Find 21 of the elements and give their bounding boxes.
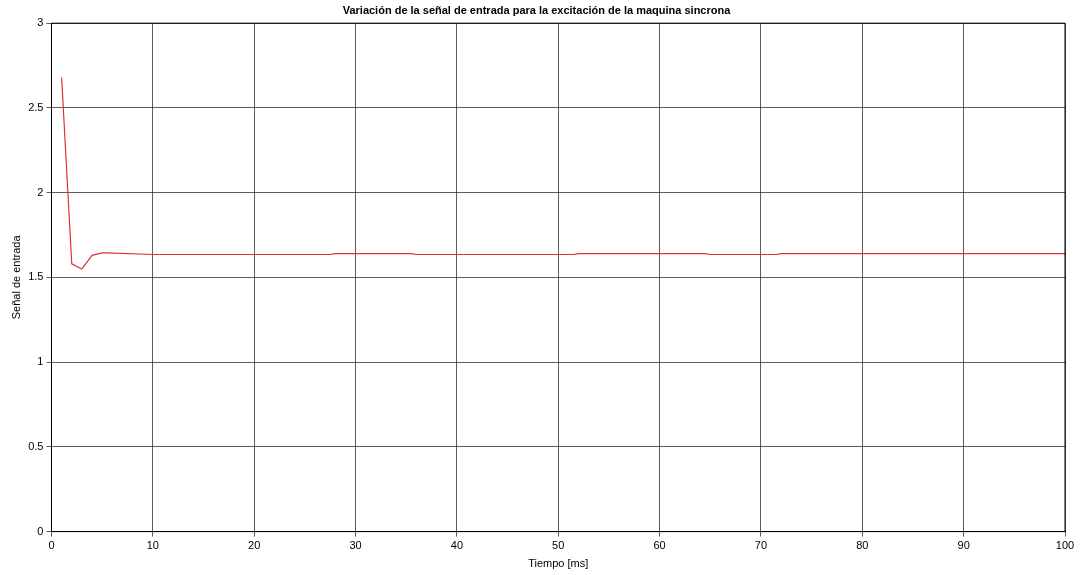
y-axis-title: Señal de entrada: [9, 234, 22, 320]
chart-title: Variación de la señal de entrada para la excitación de la maquina sincrona: [342, 3, 732, 16]
x-tick-label: 70: [754, 539, 768, 552]
x-tick-label: 40: [450, 539, 464, 552]
x-tick-label: 30: [349, 539, 362, 552]
y-tick-label: 0: [37, 524, 44, 537]
y-tick-label: 1.5: [28, 270, 44, 283]
y-tick-label: 0.5: [28, 439, 44, 452]
x-tick-label: 90: [957, 539, 970, 552]
y-tick-label: 1: [37, 355, 44, 368]
y-tick-label: 2: [37, 185, 44, 198]
x-tick-label: 20: [248, 539, 261, 552]
y-tick-label: 3: [37, 16, 44, 29]
x-tick-label: 100: [1055, 539, 1075, 552]
x-tick-label: 50: [552, 539, 565, 552]
x-tick-label: 0: [48, 539, 55, 552]
x-tick-label: 80: [856, 539, 869, 552]
x-tick-label: 10: [146, 539, 159, 552]
x-axis-title: Tiempo [ms]: [528, 557, 589, 570]
x-tick-label: 60: [653, 539, 666, 552]
y-tick-label: 2.5: [28, 100, 44, 113]
